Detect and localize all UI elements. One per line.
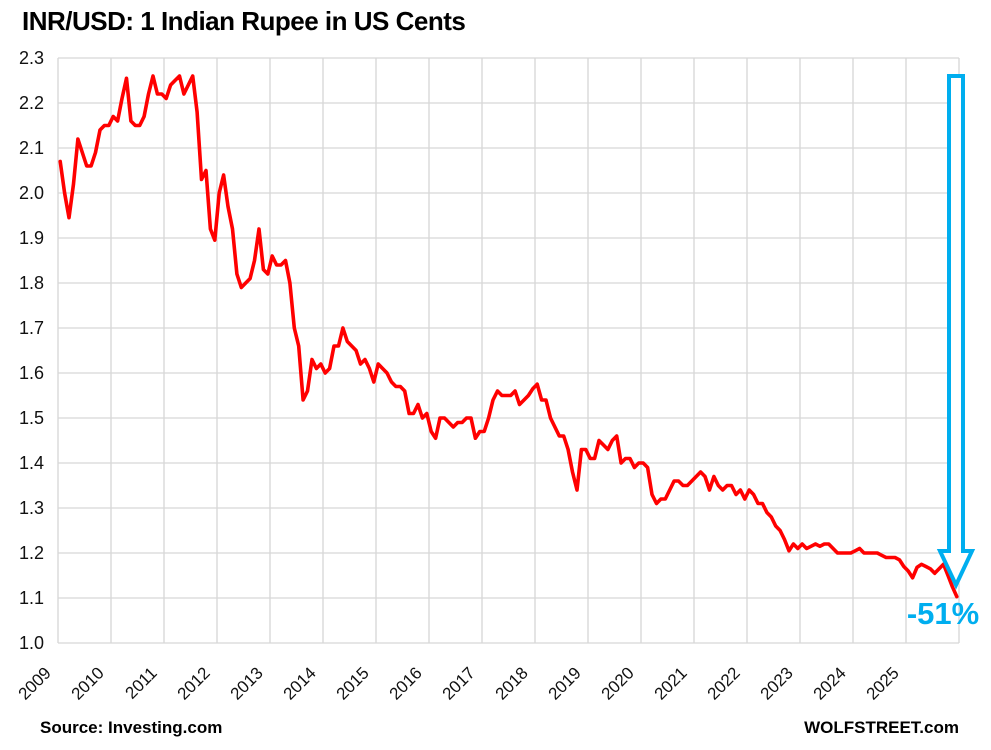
- x-axis-tick-label: 2020: [598, 663, 638, 703]
- y-axis-tick-label: 2.0: [19, 183, 44, 203]
- x-axis-tick-label: 2019: [545, 663, 585, 703]
- x-axis-tick-label: 2013: [227, 663, 267, 703]
- price-line-series: [58, 74, 959, 599]
- x-axis-tick-label: 2022: [704, 663, 744, 703]
- decline-annotation-label: -51%: [906, 596, 980, 631]
- x-axis-tick-label: 2014: [280, 663, 320, 703]
- y-axis-tick-label: 1.1: [19, 588, 44, 608]
- x-axis-tick-label: 2021: [651, 663, 691, 703]
- x-axis-tick-label: 2018: [492, 663, 532, 703]
- y-axis-tick-labels: 1.0 1.1 1.2 1.3 1.4 1.5 1.6 1.7 1.8 1.9 2.0 2.1 2.2 2…: [19, 48, 44, 653]
- brand-label: WOLFSTREET.com: [804, 718, 959, 737]
- y-axis-tick-label: 1.3: [19, 498, 44, 518]
- decline-arrow-icon: [936, 74, 976, 590]
- y-axis-tick-label: 1.6: [19, 363, 44, 383]
- y-axis-tick-label: 1.4: [19, 453, 44, 473]
- x-axis-tick-label: 2010: [68, 663, 108, 703]
- x-axis-tick-label: 2024: [810, 663, 850, 703]
- y-axis-tick-label: 1.2: [19, 543, 44, 563]
- y-axis-tick-label: 2.2: [19, 93, 44, 113]
- y-axis-tick-label: 1.9: [19, 228, 44, 248]
- y-axis-tick-label: 2.1: [19, 138, 44, 158]
- gridlines: [57, 57, 960, 644]
- x-axis-tick-label: 2017: [439, 663, 479, 703]
- source-label: Source: Investing.com: [40, 718, 223, 737]
- x-axis-tick-labels: 2009 2010 2011 2012 2013 2014 2015 2016 2017 2018…: [15, 663, 903, 703]
- y-axis-tick-label: 2.3: [19, 48, 44, 68]
- y-axis-tick-label: 1.7: [19, 318, 44, 338]
- x-axis-tick-label: 2023: [757, 663, 797, 703]
- x-axis-tick-label: 2012: [174, 663, 214, 703]
- x-axis-tick-label: 2009: [15, 663, 55, 703]
- y-axis-tick-label: 1.8: [19, 273, 44, 293]
- x-axis-tick-label: 2011: [122, 663, 161, 702]
- x-axis-tick-label: 2016: [386, 663, 426, 703]
- chart-title: INR/USD: 1 Indian Rupee in US Cents: [22, 6, 466, 36]
- chart-footer: Source: Investing.com WOLFSTREET.com: [0, 716, 991, 746]
- y-axis-tick-label: 1.5: [19, 408, 44, 428]
- x-axis-tick-label: 2015: [333, 663, 373, 703]
- y-axis-tick-label: 1.0: [19, 633, 44, 653]
- x-axis-tick-label: 2025: [863, 663, 903, 703]
